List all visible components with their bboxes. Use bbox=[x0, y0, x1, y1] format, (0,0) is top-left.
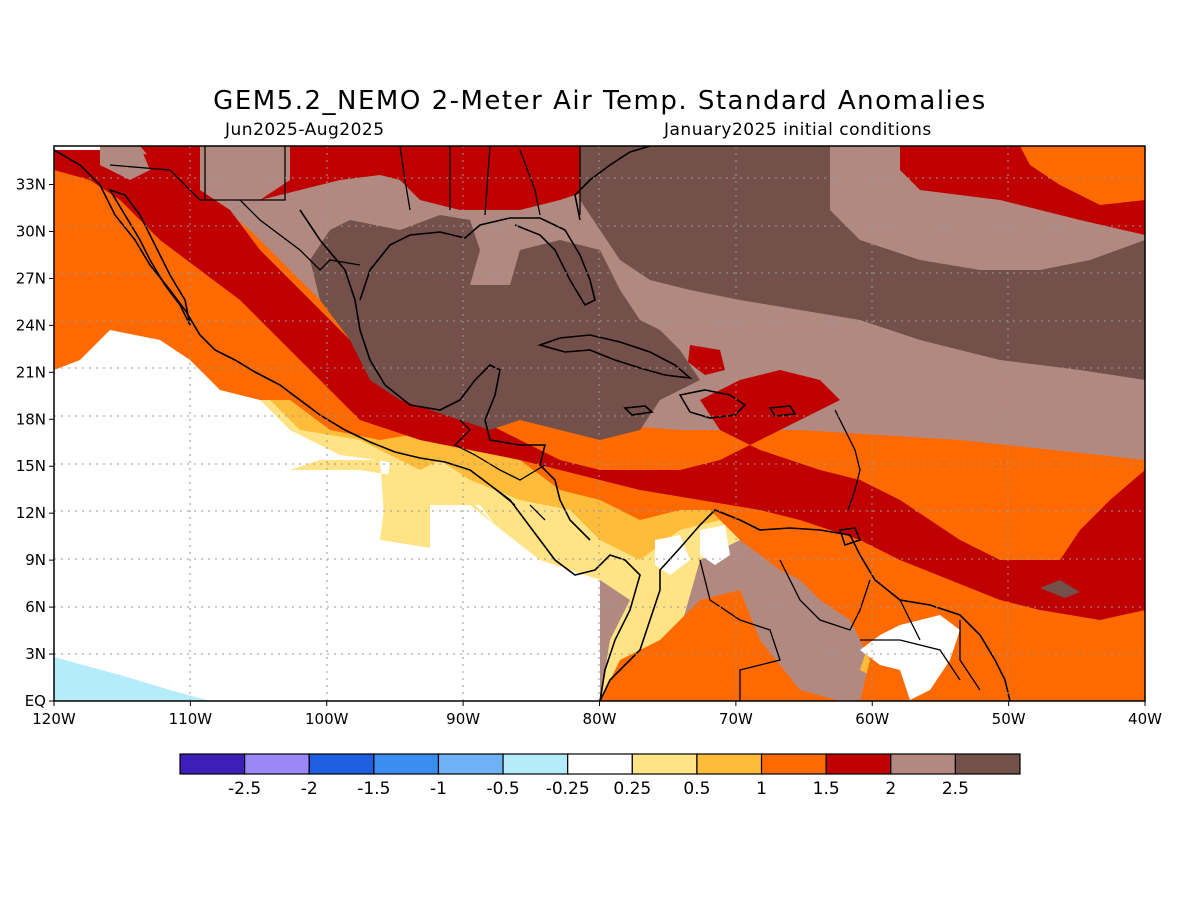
lat-tick-label: 33N bbox=[16, 176, 46, 194]
colorbar-tick-label: 2 bbox=[885, 779, 896, 799]
colorbar-swatch bbox=[760, 753, 827, 775]
lat-tick-label: 12N bbox=[16, 504, 46, 522]
coast-baja bbox=[108, 188, 191, 326]
coast-puerto-rico bbox=[768, 405, 797, 417]
coast-us-gulf bbox=[359, 217, 596, 307]
borders-central-america bbox=[453, 419, 546, 521]
colorbar-swatch bbox=[567, 753, 633, 775]
lat-tick-label: 6N bbox=[25, 598, 46, 616]
longitude-axis: 120W 110W 100W 90W 80W 70W 60W 50W 40W bbox=[32, 701, 1162, 728]
borders-us-mexico bbox=[109, 146, 581, 271]
lat-tick-label: 21N bbox=[16, 363, 46, 381]
colorbar bbox=[179, 753, 1021, 775]
borders-south-america bbox=[699, 559, 981, 701]
colorbar-swatch bbox=[954, 753, 1021, 775]
lat-tick-label: 27N bbox=[16, 269, 46, 287]
lon-tick-label: 50W bbox=[992, 710, 1026, 728]
colorbar-tick-label: -1 bbox=[430, 779, 447, 799]
latitude-axis: EQ 3N 6N 9N 12N 15N 18N 21N 24N 27N 30N 33N bbox=[16, 176, 54, 710]
coast-lesser-antilles bbox=[834, 409, 861, 511]
field-atlantic-above-2.5 bbox=[580, 146, 1145, 380]
map-title: GEM5.2_NEMO 2-Meter Air Temp. Standard A… bbox=[213, 86, 987, 116]
lon-tick-label: 60W bbox=[855, 710, 889, 728]
lat-tick-label: 18N bbox=[16, 410, 46, 428]
anomaly-fields bbox=[54, 146, 1145, 701]
colorbar-tick-label: -2 bbox=[301, 779, 318, 799]
lat-tick-label: 9N bbox=[25, 551, 46, 569]
field-sa-white-2 bbox=[700, 525, 730, 565]
colorbar-swatch bbox=[631, 753, 698, 775]
field-gulf-above-2.5 bbox=[310, 215, 700, 440]
coastlines bbox=[54, 146, 1011, 701]
coast-cuba bbox=[537, 334, 693, 380]
colorbar-tick-label: -2.5 bbox=[228, 779, 261, 799]
lat-tick-label: 3N bbox=[25, 645, 46, 663]
field-central-america-0.25 bbox=[290, 460, 495, 540]
lon-tick-label: 70W bbox=[719, 710, 753, 728]
colorbar-swatch bbox=[179, 753, 246, 775]
field-1.5-2 bbox=[54, 150, 1145, 620]
lat-tick-label: EQ bbox=[25, 692, 46, 710]
colorbar-tick-label: -0.25 bbox=[546, 779, 590, 799]
colorbar-tick-label: 0.25 bbox=[613, 779, 651, 799]
colorbar-tick-label: 2.5 bbox=[942, 779, 969, 799]
colorbar-swatch bbox=[437, 753, 504, 775]
lon-tick-label: 100W bbox=[305, 710, 349, 728]
coast-jamaica bbox=[623, 405, 654, 416]
colorbar-tick-label: 1 bbox=[756, 779, 767, 799]
init-conditions-label: January2025 initial conditions bbox=[664, 120, 932, 140]
field-pacific-cool bbox=[54, 657, 210, 701]
coast-trinidad bbox=[838, 527, 862, 547]
lon-tick-label: 40W bbox=[1128, 710, 1162, 728]
season-label: Jun2025-Aug2025 bbox=[225, 120, 385, 140]
coast-gulf bbox=[299, 209, 591, 541]
colorbar-swatch bbox=[308, 753, 375, 775]
lon-tick-label: 80W bbox=[583, 710, 617, 728]
lat-tick-label: 30N bbox=[16, 222, 46, 240]
colorbar-tick-label: 0.5 bbox=[683, 779, 710, 799]
field-atlantic-1-1.5 bbox=[1020, 146, 1145, 205]
colorbar-swatch bbox=[825, 753, 892, 775]
lon-tick-label: 90W bbox=[446, 710, 480, 728]
colorbar-labels: -2.5 -2 -1.5 -1 -0.5 -0.25 0.25 0.5 1 1.5 2 2.5 bbox=[228, 779, 969, 799]
colorbar-tick-label: -0.5 bbox=[486, 779, 519, 799]
lat-tick-label: 15N bbox=[16, 457, 46, 475]
coast-south-america bbox=[599, 509, 1011, 701]
field-caribbean-red-1 bbox=[688, 345, 725, 375]
coast-hispaniola bbox=[678, 389, 747, 419]
field-sa-white-1 bbox=[860, 615, 960, 700]
colorbar-swatch bbox=[244, 753, 310, 775]
lon-tick-label: 110W bbox=[169, 710, 213, 728]
colorbar-tick-label: -1.5 bbox=[357, 779, 390, 799]
field-atlantic-dark-spot bbox=[1040, 580, 1080, 598]
colorbar-swatch bbox=[502, 753, 569, 775]
coast-us-atlantic bbox=[574, 146, 651, 221]
field-us-2-2.5-b bbox=[100, 146, 150, 180]
gridlines bbox=[54, 146, 1145, 701]
colorbar-tick-label: 1.5 bbox=[813, 779, 840, 799]
colorbar-swatch bbox=[696, 753, 763, 775]
lon-tick-label: 120W bbox=[32, 710, 76, 728]
colorbar-swatch bbox=[373, 753, 440, 775]
lat-tick-label: 24N bbox=[16, 316, 46, 334]
colorbar-swatch bbox=[890, 753, 956, 775]
